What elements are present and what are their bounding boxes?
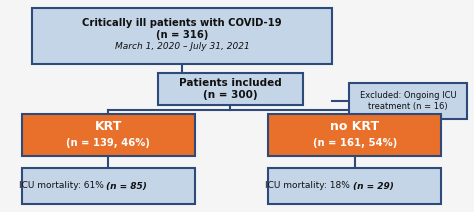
- Text: (n = 29): (n = 29): [353, 181, 393, 191]
- Bar: [349, 83, 467, 119]
- Text: no KRT: no KRT: [330, 120, 379, 134]
- Text: KRT: KRT: [94, 120, 122, 134]
- Bar: [158, 73, 303, 105]
- Bar: [268, 168, 441, 204]
- Text: March 1, 2020 – July 31, 2021: March 1, 2020 – July 31, 2021: [115, 42, 249, 51]
- Text: ICU mortality: 18%: ICU mortality: 18%: [265, 181, 353, 191]
- Bar: [268, 114, 441, 156]
- Text: treatment (n = 16): treatment (n = 16): [368, 102, 448, 112]
- Text: Critically ill patients with COVID-19: Critically ill patients with COVID-19: [82, 18, 282, 28]
- Text: (n = 139, 46%): (n = 139, 46%): [66, 138, 150, 148]
- Text: (n = 316): (n = 316): [156, 30, 208, 40]
- Text: (n = 85): (n = 85): [106, 181, 147, 191]
- Text: (n = 161, 54%): (n = 161, 54%): [312, 138, 397, 148]
- Text: (n = 300): (n = 300): [203, 90, 258, 100]
- Text: Excluded: Ongoing ICU: Excluded: Ongoing ICU: [360, 92, 456, 100]
- Text: Patients included: Patients included: [179, 78, 282, 88]
- Bar: [22, 114, 195, 156]
- Text: ICU mortality: 61%: ICU mortality: 61%: [18, 181, 106, 191]
- Bar: [22, 168, 195, 204]
- Bar: [32, 8, 332, 64]
